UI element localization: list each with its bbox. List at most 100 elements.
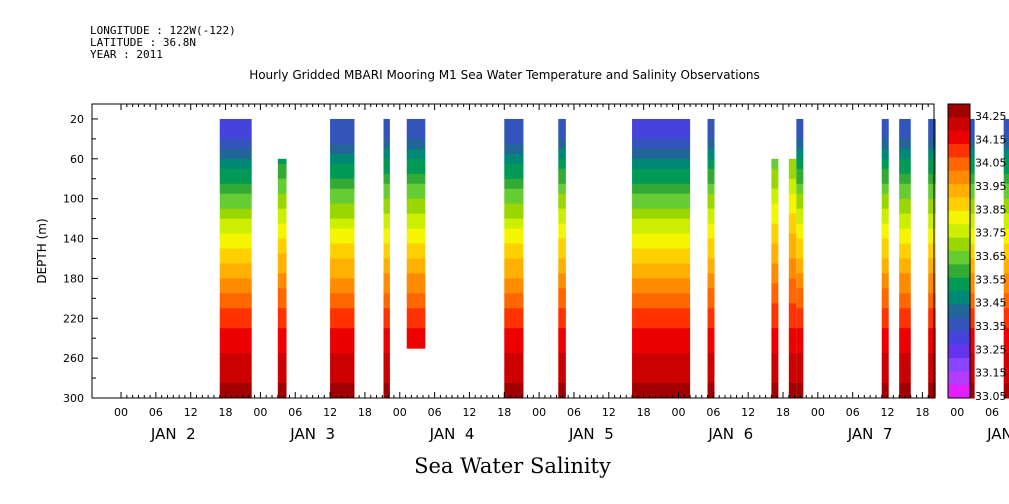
data-cell [1003, 348, 1009, 354]
data-cell [558, 313, 566, 319]
data-cell [1003, 298, 1009, 304]
data-cell [277, 303, 287, 309]
data-cell [406, 243, 426, 250]
data-cell [558, 118, 566, 125]
data-cell [771, 173, 779, 180]
data-cell [406, 263, 426, 269]
data-cell [558, 143, 566, 150]
data-cell [558, 228, 566, 235]
x-tick-label: 00 [393, 406, 407, 419]
data-cell [788, 178, 797, 185]
data-cell [219, 393, 252, 399]
data-cell [771, 253, 779, 259]
data-cell [219, 353, 252, 359]
data-cell [788, 368, 797, 374]
data-cell [219, 288, 252, 294]
data-cell [788, 293, 797, 299]
data-cell [707, 178, 715, 185]
data-cell [881, 233, 889, 240]
data-cell [788, 313, 797, 319]
data-cell [796, 283, 804, 289]
data-cell [330, 168, 355, 175]
data-cell [504, 223, 524, 230]
data-cell [632, 173, 691, 180]
data-cell [504, 203, 524, 210]
data-cell [796, 143, 804, 150]
data-cell [504, 338, 524, 344]
y-tick-label: 180 [63, 272, 84, 285]
data-cell [219, 293, 252, 299]
data-cell [219, 268, 252, 274]
colorbar-swatch [948, 210, 970, 225]
data-cell [707, 308, 715, 314]
data-cell [330, 243, 355, 250]
data-cell [707, 208, 715, 215]
data-cell [881, 278, 889, 284]
data-cell [707, 238, 715, 245]
data-cell [632, 178, 691, 185]
data-cell [558, 363, 566, 369]
data-cell [504, 148, 524, 155]
data-cell [928, 218, 936, 225]
x-tick-label: 18 [497, 406, 511, 419]
data-cell [707, 263, 715, 269]
data-cell [383, 318, 390, 324]
data-cell [277, 163, 287, 170]
data-cell [330, 248, 355, 254]
data-cell [558, 138, 566, 145]
data-cell [558, 203, 566, 210]
data-cell [1003, 233, 1009, 240]
data-cell [928, 288, 936, 294]
data-cell [558, 263, 566, 269]
data-cell [632, 378, 691, 384]
data-cell [1003, 308, 1009, 314]
data-cell [881, 368, 889, 374]
data-cell [277, 283, 287, 289]
data-cell [771, 353, 779, 359]
data-cell [219, 238, 252, 245]
data-cell [707, 273, 715, 279]
data-cell [219, 248, 252, 254]
data-cell [796, 118, 804, 125]
data-cell [277, 178, 287, 185]
data-cell [928, 128, 936, 135]
colorbar-swatch [948, 277, 970, 292]
data-cell [558, 268, 566, 274]
data-cell [899, 338, 911, 344]
data-cell [219, 193, 252, 200]
data-cell [796, 313, 804, 319]
data-cell [632, 343, 691, 349]
data-cell [558, 173, 566, 180]
data-cell [219, 123, 252, 130]
data-cell [330, 128, 355, 135]
colorbar-swatch [948, 371, 970, 386]
data-cell [330, 143, 355, 150]
data-cell [1003, 323, 1009, 329]
x-day-label: JAN 8 [986, 425, 1009, 443]
colorbar-label: 33.55 [975, 273, 1007, 286]
data-cell [219, 378, 252, 384]
data-cell [771, 293, 779, 299]
colorbar-label: 33.65 [975, 250, 1007, 263]
data-cell [771, 333, 779, 339]
data-cell [771, 363, 779, 369]
data-cell [899, 193, 911, 200]
data-cell [788, 223, 797, 230]
data-cell [881, 223, 889, 230]
data-cell [558, 188, 566, 195]
x-tick-label: 12 [462, 406, 476, 419]
data-cell [219, 328, 252, 334]
data-cell [632, 248, 691, 254]
data-cell [383, 313, 390, 319]
data-cell [219, 213, 252, 220]
data-cell [796, 218, 804, 225]
data-cell [330, 163, 355, 170]
data-cell [1003, 343, 1009, 349]
data-cell [632, 203, 691, 210]
data-cell [558, 153, 566, 160]
data-cell [707, 348, 715, 354]
data-cell [1003, 253, 1009, 259]
data-column [928, 118, 936, 399]
data-cell [707, 128, 715, 135]
